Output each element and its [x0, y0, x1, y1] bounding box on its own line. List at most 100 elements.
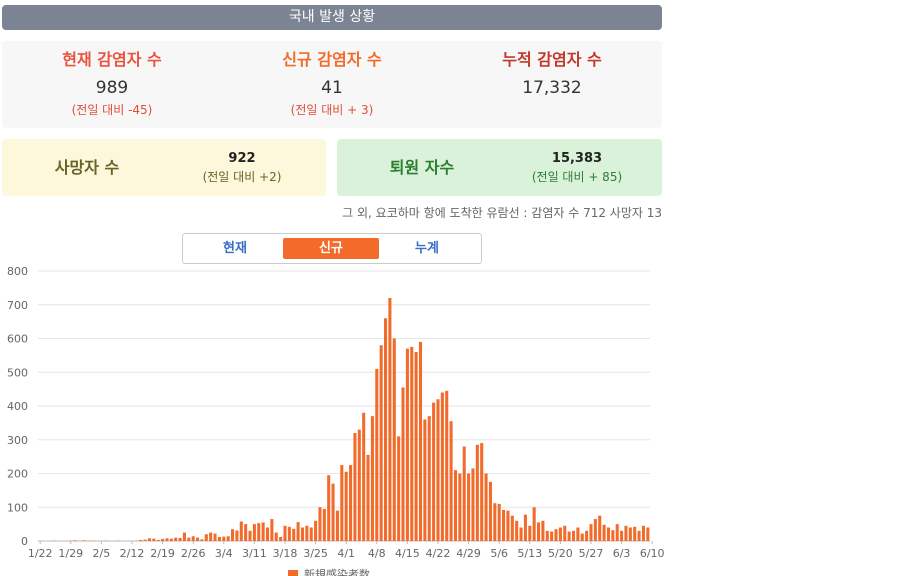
new-infected-label: 신규 감염자 수	[282, 50, 382, 69]
bar	[204, 534, 208, 541]
bar	[375, 368, 379, 541]
bar	[335, 510, 339, 541]
bar	[436, 399, 440, 541]
bar	[174, 537, 178, 541]
bar	[344, 471, 348, 541]
bar	[580, 533, 584, 541]
bar	[191, 536, 195, 541]
bar	[235, 530, 239, 541]
bar	[217, 536, 221, 541]
bar	[257, 523, 261, 541]
bar	[248, 530, 252, 541]
tab-current[interactable]: 현재	[223, 241, 247, 256]
y-tick-label: 200	[7, 468, 28, 481]
section-title: 국내 발생 상황	[2, 5, 662, 30]
y-tick-label: 700	[7, 299, 28, 312]
bar	[261, 522, 265, 541]
cruise-ship-note: 그 외, 요코하마 항에 도착한 유람선 : 감염자 수 712 사망자 13	[342, 206, 662, 220]
bar	[458, 473, 462, 541]
new-infected-stat: 신규 감염자 수 41 (전일 대비 + 3)	[222, 49, 442, 119]
bar	[510, 515, 514, 541]
legend-label: 新規感染者数	[304, 567, 370, 576]
bar	[414, 352, 418, 541]
bar	[445, 390, 449, 541]
bar	[362, 412, 366, 541]
recovered-delta: (전일 대비 + 85)	[531, 170, 623, 184]
bar	[541, 520, 545, 541]
bar	[484, 473, 488, 541]
bar	[585, 530, 589, 541]
deaths-value: 922	[228, 151, 256, 166]
bar	[182, 532, 186, 541]
bar	[139, 539, 143, 541]
bar	[340, 465, 344, 541]
bar	[641, 525, 645, 541]
bar	[567, 531, 571, 541]
bar	[602, 524, 606, 541]
bar	[296, 522, 300, 541]
bar	[147, 538, 152, 541]
bar	[550, 531, 554, 541]
new-cases-bar-chart: 0 100 200 300 400 500 600 700 800 1/22 1/29 2/5 2/12…	[7, 265, 665, 576]
stats-panel: 현재 감염자 수 989 (전일 대비 -45) 신규 감염자 수 41 (전일…	[2, 41, 662, 128]
bar	[331, 483, 335, 541]
bar	[230, 529, 235, 541]
tab-cumulative[interactable]: 누계	[415, 241, 439, 256]
bar	[449, 421, 453, 541]
bar	[506, 510, 510, 541]
recovered-panel: 퇴원 자수 15,383 (전일 대비 + 85)	[337, 139, 662, 196]
x-tick-label: 5/6	[490, 547, 508, 560]
x-tick-label: 6/10	[640, 547, 665, 560]
bar	[593, 519, 597, 541]
bar	[287, 526, 291, 541]
bar	[239, 521, 243, 541]
bar	[309, 527, 313, 541]
current-infected-delta: (전일 대비 -45)	[71, 103, 153, 117]
bar	[388, 298, 392, 541]
current-infected-value: 989	[95, 78, 129, 98]
bar	[152, 538, 156, 541]
bar	[493, 503, 497, 541]
bar	[322, 508, 326, 541]
recovered-value: 15,383	[551, 151, 603, 166]
bar	[480, 443, 484, 541]
y-tick-label: 100	[7, 501, 28, 514]
bar	[528, 525, 532, 541]
new-infected-value: 41	[321, 78, 343, 98]
bar	[589, 524, 593, 541]
bar	[314, 520, 318, 541]
bar	[82, 540, 86, 541]
x-tick-label: 6/3	[613, 547, 631, 560]
bar	[226, 536, 230, 541]
x-tick-label: 3/11	[242, 547, 267, 560]
bar	[156, 539, 160, 541]
bar	[488, 481, 492, 541]
x-tick-label: 2/5	[93, 547, 111, 560]
bar	[563, 525, 567, 541]
tab-new[interactable]: 신규	[283, 238, 379, 259]
bar	[196, 537, 200, 541]
new-infected-delta: (전일 대비 + 3)	[290, 103, 374, 117]
bar	[178, 537, 182, 541]
x-tick-label: 3/25	[303, 547, 328, 560]
recovered-label: 퇴원 자수	[389, 158, 455, 177]
bar	[349, 465, 353, 541]
bar	[397, 436, 401, 541]
bar	[161, 538, 165, 541]
bar	[423, 419, 427, 541]
bar	[187, 537, 191, 541]
bar	[628, 527, 632, 541]
bar	[265, 527, 270, 541]
bar	[209, 532, 213, 541]
total-infected-stat: 누적 감염자 수 17,332	[442, 49, 662, 100]
bar	[624, 525, 628, 541]
bar	[410, 346, 414, 541]
bar	[606, 527, 611, 541]
y-tick-label: 400	[7, 400, 28, 413]
x-tick-label: 3/18	[273, 547, 298, 560]
bar	[405, 348, 409, 541]
x-tick-label: 4/15	[395, 547, 420, 560]
bar	[571, 530, 576, 541]
legend-swatch	[288, 570, 298, 576]
bar	[300, 527, 305, 541]
